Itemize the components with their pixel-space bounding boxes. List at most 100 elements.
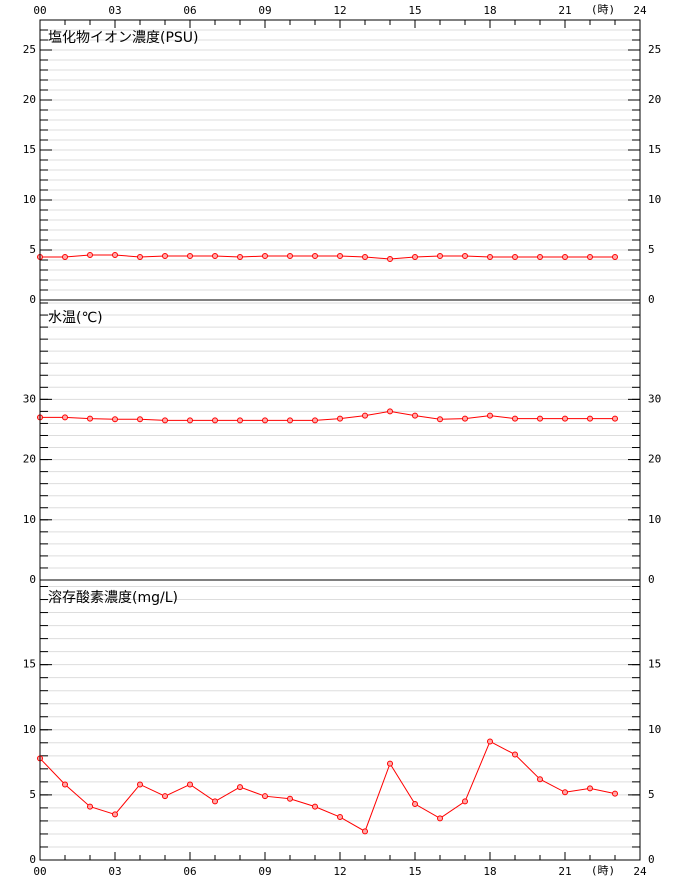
panel-title: 水温(℃) xyxy=(48,310,103,326)
data-point xyxy=(212,798,218,805)
panel-title: 塩化物イオン濃度(PSU) xyxy=(48,30,199,46)
data-point xyxy=(237,784,243,791)
x-tick-label: 18 xyxy=(483,865,496,878)
data-point xyxy=(337,814,343,821)
data-point xyxy=(437,253,443,259)
y-tick-label: 5 xyxy=(29,788,36,801)
data-point xyxy=(462,253,468,259)
y-tick-label: 30 xyxy=(23,392,36,405)
data-point xyxy=(387,760,393,767)
y-tick-label: 10 xyxy=(23,513,36,526)
data-point xyxy=(212,253,218,259)
data-point xyxy=(287,417,293,424)
data-point xyxy=(512,415,518,422)
data-point xyxy=(312,417,318,424)
y-tick-label: 0 xyxy=(29,573,36,586)
data-point xyxy=(87,803,93,810)
data-point xyxy=(537,415,543,422)
data-point xyxy=(512,751,518,758)
data-point xyxy=(62,254,68,260)
y-tick-label-right: 0 xyxy=(648,573,655,586)
x-tick-label: 18 xyxy=(483,4,496,17)
data-point xyxy=(537,776,543,783)
x-tick-label: 24 xyxy=(633,865,647,878)
data-point xyxy=(362,828,368,835)
data-line xyxy=(40,410,615,421)
y-tick-label-right: 30 xyxy=(648,392,661,405)
data-point xyxy=(412,412,418,419)
data-point xyxy=(112,811,118,818)
data-point xyxy=(487,738,493,745)
data-point xyxy=(362,254,368,260)
y-tick-label-right: 10 xyxy=(648,513,661,526)
data-point xyxy=(612,254,618,260)
data-point xyxy=(237,417,243,424)
data-point xyxy=(187,781,193,788)
y-tick-label-right: 5 xyxy=(648,788,655,801)
data-point xyxy=(362,412,368,419)
y-tick-label-right: 10 xyxy=(648,193,661,206)
data-line xyxy=(39,740,616,833)
data-point xyxy=(287,253,293,259)
data-point xyxy=(537,254,543,260)
x-tick-label: 03 xyxy=(108,4,121,17)
data-point xyxy=(562,415,568,422)
x-tick-label: 06 xyxy=(183,865,196,878)
data-point xyxy=(437,416,443,423)
data-point xyxy=(187,253,193,259)
y-tick-label-right: 15 xyxy=(648,143,661,156)
x-tick-label: 21 xyxy=(558,4,571,17)
data-point xyxy=(337,253,343,259)
data-point xyxy=(462,798,468,805)
data-point xyxy=(462,415,468,422)
data-point xyxy=(412,254,418,260)
y-tick-label: 0 xyxy=(29,293,36,306)
data-point xyxy=(487,254,493,260)
data-point xyxy=(387,256,393,262)
data-point xyxy=(287,795,293,802)
data-point xyxy=(387,408,393,415)
data-point xyxy=(612,790,618,797)
y-tick-label-right: 25 xyxy=(648,43,661,56)
data-point xyxy=(112,252,118,258)
data-point xyxy=(562,254,568,260)
data-point xyxy=(162,253,168,259)
y-tick-label: 10 xyxy=(23,193,36,206)
y-tick-label-right: 20 xyxy=(648,453,661,466)
data-point xyxy=(312,253,318,259)
data-point xyxy=(237,254,243,260)
x-tick-label: 00 xyxy=(33,4,46,17)
x-tick-label: 06 xyxy=(183,4,196,17)
x-unit: (時) xyxy=(591,3,615,16)
x-tick-label: 15 xyxy=(408,4,421,17)
data-point xyxy=(337,415,343,422)
data-point xyxy=(262,417,268,424)
data-point xyxy=(87,252,93,258)
data-point xyxy=(587,785,593,792)
y-tick-label: 20 xyxy=(23,93,36,106)
data-point xyxy=(612,415,618,422)
data-point xyxy=(312,803,318,810)
data-point xyxy=(62,414,68,421)
x-unit: (時) xyxy=(591,864,615,877)
x-tick-label: 15 xyxy=(408,865,421,878)
y-tick-label: 25 xyxy=(23,43,36,56)
y-tick-label: 15 xyxy=(23,658,36,671)
y-tick-label-right: 15 xyxy=(648,658,661,671)
x-tick-label: 09 xyxy=(258,4,271,17)
data-point xyxy=(187,417,193,424)
data-point xyxy=(162,793,168,800)
y-tick-label-right: 0 xyxy=(648,293,655,306)
data-point xyxy=(262,793,268,800)
data-point xyxy=(587,254,593,260)
data-point xyxy=(487,412,493,419)
data-point xyxy=(137,254,143,260)
y-tick-label: 10 xyxy=(23,723,36,736)
y-tick-label: 15 xyxy=(23,143,36,156)
y-tick-label: 0 xyxy=(29,853,36,866)
data-point xyxy=(562,789,568,796)
x-tick-label: 21 xyxy=(558,865,571,878)
data-point xyxy=(112,416,118,423)
